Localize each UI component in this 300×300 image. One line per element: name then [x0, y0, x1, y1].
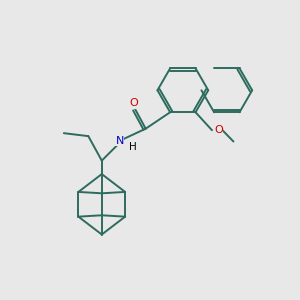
- Text: O: O: [129, 98, 138, 108]
- Text: O: O: [214, 125, 223, 135]
- Text: H: H: [129, 142, 137, 152]
- Text: N: N: [116, 136, 124, 146]
